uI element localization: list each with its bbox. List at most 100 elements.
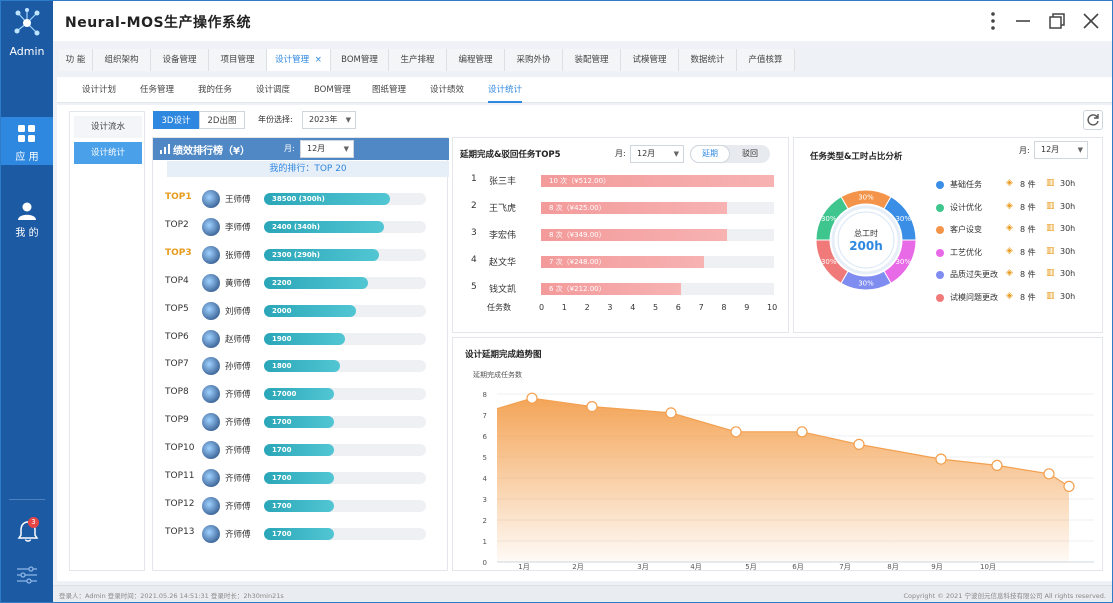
top5-row: 4 赵文华 7 次（¥248.00） [453, 255, 790, 269]
top5-name: 赵文华 [489, 258, 517, 268]
rank-label: TOP7 [165, 359, 189, 370]
top5-row: 3 李宏伟 8 次（¥349.00） [453, 228, 790, 242]
rank-bar: 2300 (290h) [264, 248, 380, 261]
menu-item-assembly[interactable]: 装配管理 [563, 49, 621, 71]
menu-item-function[interactable]: 功 能 [59, 49, 93, 71]
rank-label: TOP1 [165, 192, 192, 202]
menu-item-equipment[interactable]: 设备管理 [151, 49, 209, 71]
rank-bar-value: 2300 (290h) [272, 250, 320, 259]
settings-sliders-button[interactable] [15, 565, 39, 585]
subnav-my-tasks[interactable]: 我的任务 [198, 85, 233, 95]
top5-bar-track: 7 次（¥248.00） [541, 256, 774, 268]
x-tick-label: 4 [630, 303, 636, 312]
refresh-button[interactable] [1083, 110, 1103, 130]
rank-label: TOP2 [165, 219, 189, 230]
rank-row: TOP1 王师傅 38500 (300h) [153, 189, 449, 209]
restore-icon [1049, 13, 1065, 29]
rank-name: 赵师傅 [225, 334, 251, 345]
rank-name: 孙师傅 [225, 362, 251, 373]
tab-close-icon[interactable]: × [314, 55, 322, 65]
chevron-down-icon: ▼ [345, 116, 351, 124]
subnav-performance[interactable]: 设计绩效 [430, 85, 465, 95]
rank-label: TOP10 [165, 443, 195, 454]
rank-name: 齐师傅 [225, 390, 251, 401]
legend-count: 8 件 [1020, 202, 1036, 212]
subnav-drawings[interactable]: 图纸管理 [372, 85, 407, 95]
top5-bar-value: 7 次（¥248.00） [549, 258, 606, 266]
restore-button[interactable] [1045, 9, 1069, 33]
avatar [202, 190, 220, 208]
bar-chart-icon: ▥ [1046, 268, 1055, 278]
y-tick-label: 8 [483, 391, 487, 399]
subnav-design-dispatch[interactable]: 设计调度 [256, 85, 291, 95]
legend-item: 工艺优化 ◈ 8 件 ▥ 30h [934, 246, 1104, 260]
rank-bar-value: 38500 (300h) [272, 195, 325, 203]
legend-item: 设计优化 ◈ 8 件 ▥ 30h [934, 201, 1104, 215]
x-tick-label: 4月 [690, 563, 701, 571]
rank-name: 黄师傅 [225, 278, 251, 289]
sidebar-item-apps[interactable]: 应 用 [1, 117, 53, 165]
legend-hours: 30h [1060, 246, 1076, 256]
menu-item-design[interactable]: 设计管理 × [267, 49, 331, 71]
y-tick-label: 5 [483, 454, 487, 462]
more-menu-button[interactable] [981, 9, 1005, 33]
toggle-rejected[interactable]: 驳回 [742, 149, 758, 158]
task-month-select[interactable]: 12月 ▼ [1034, 141, 1088, 159]
rank-bar-value: 1700 [272, 418, 292, 427]
legend-item: 试模问题更改 ◈ 8 件 ▥ 30h [934, 291, 1104, 305]
top5-bar-track: 6 次（¥212.00） [541, 283, 774, 295]
x-tick-label: 5月 [745, 563, 756, 571]
menu-item-org[interactable]: 组织架构 [93, 49, 151, 71]
trend-point [796, 426, 808, 438]
tab-2d-drawing[interactable]: 2D出图 [199, 111, 245, 129]
donut-slice-label: 30% [858, 194, 874, 202]
bar-chart-icon: ▥ [1046, 178, 1055, 188]
rank-bar-track: 1700 [264, 472, 426, 484]
avatar [202, 245, 220, 264]
year-select[interactable]: 2023年 ▼ [302, 111, 356, 129]
y-tick-label: 1 [483, 538, 487, 546]
my-rank: 我的排行：TOP 20 [167, 161, 449, 177]
top5-month-select[interactable]: 12月 ▼ [630, 145, 684, 163]
subnav-bom[interactable]: BOM管理 [314, 85, 351, 95]
donut-inner-ring [837, 211, 895, 269]
menu-item-output-value[interactable]: 产值核算 [737, 49, 795, 71]
top5-rank-no: 1 [471, 174, 477, 184]
subnav-design-stats[interactable]: 设计统计 [488, 77, 523, 103]
left-nav-stats[interactable]: 设计统计 [74, 142, 142, 164]
menu-item-mold-trial[interactable]: 试模管理 [621, 49, 679, 71]
trend-point [526, 392, 538, 404]
menu-item-purchase[interactable]: 采购外协 [505, 49, 563, 71]
donut-slice-label: 30% [858, 280, 874, 288]
x-tick-label: 1 [561, 303, 567, 312]
menu-item-programming[interactable]: 编程管理 [447, 49, 505, 71]
legend-count: 8 件 [1020, 292, 1036, 302]
rank-name: 齐师傅 [225, 446, 251, 457]
menu-item-bom[interactable]: BOM管理 [331, 49, 389, 71]
subnav-design-plan[interactable]: 设计计划 [82, 85, 117, 95]
toggle-overdue[interactable]: 延期 [690, 145, 730, 163]
minimize-button[interactable] [1011, 9, 1035, 33]
avatar [202, 385, 220, 404]
legend-item: 客户设变 ◈ 8 件 ▥ 30h [934, 223, 1104, 237]
legend-color-dot [936, 203, 944, 212]
tab-3d-design[interactable]: 3D设计 [153, 111, 199, 129]
sidebar-item-mine[interactable]: 我 的 [1, 195, 53, 241]
rank-month-select[interactable]: 12月 ▼ [300, 140, 354, 158]
rank-name: 齐师傅 [225, 474, 251, 484]
top5-title: 延期完成&驳回任务TOP5 [460, 150, 561, 160]
legend-hours: 30h [1060, 269, 1076, 278]
bar-chart-icon: ▥ [1046, 223, 1055, 233]
menu-item-statistics[interactable]: 数据统计 [679, 49, 737, 71]
top5-bar-value: 8 次（¥425.00） [549, 204, 606, 212]
top5-bar: 10 次（¥512.00） [541, 175, 774, 187]
rank-label: TOP8 [165, 387, 189, 398]
left-nav-flow[interactable]: 设计流水 [74, 116, 142, 138]
rank-row: TOP5 刘师傅 2000 [153, 301, 449, 321]
subnav-task-manage[interactable]: 任务管理 [140, 85, 175, 95]
close-button[interactable] [1079, 9, 1103, 33]
menu-item-scheduling[interactable]: 生产排程 [389, 49, 447, 71]
menu-item-project[interactable]: 项目管理 [209, 49, 267, 71]
notification-button[interactable]: 3 [15, 517, 41, 543]
